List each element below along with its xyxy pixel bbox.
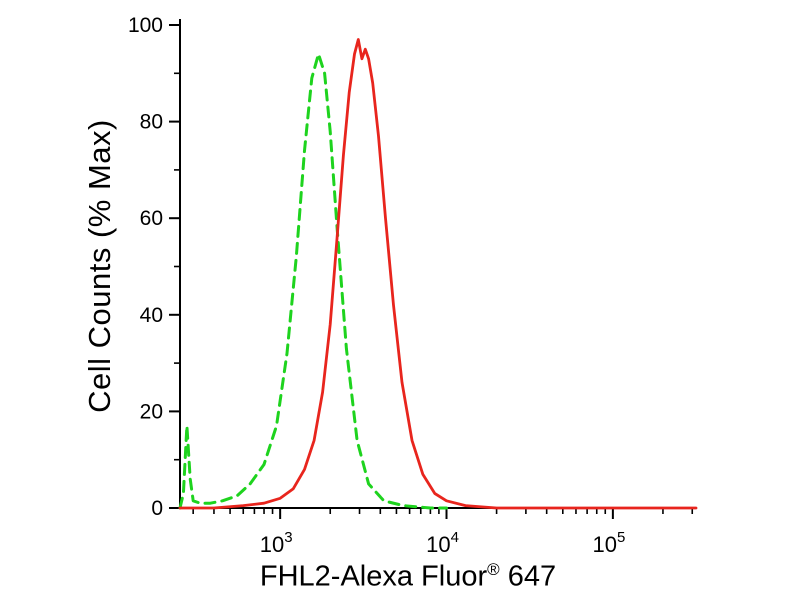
- svg-text:104: 104: [426, 529, 459, 557]
- svg-text:80: 80: [140, 111, 163, 134]
- svg-text:20: 20: [140, 400, 163, 423]
- x-axis-label: FHL2-Alexa Fluor® 647: [150, 560, 666, 594]
- svg-text:60: 60: [140, 207, 163, 230]
- svg-text:103: 103: [260, 529, 293, 557]
- registered-trademark-symbol: ®: [487, 560, 500, 579]
- svg-text:105: 105: [592, 529, 625, 557]
- svg-text:0: 0: [151, 497, 163, 520]
- y-axis-label: Cell Counts (% Max): [82, 119, 117, 413]
- x-axis-label-main: FHL2-Alexa Fluor: [259, 560, 488, 593]
- svg-text:40: 40: [140, 304, 163, 327]
- x-axis-label-suffix: 647: [499, 560, 557, 593]
- svg-text:100: 100: [128, 14, 163, 37]
